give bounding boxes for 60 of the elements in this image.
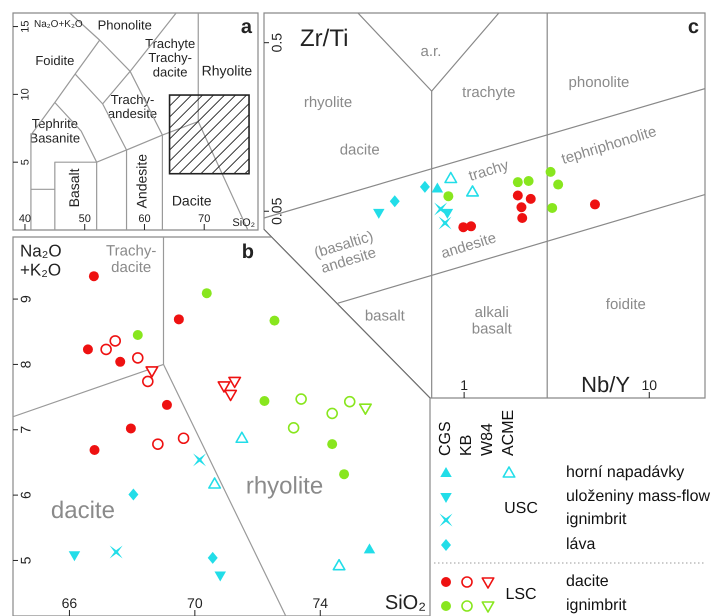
chart-title: a [240, 16, 253, 38]
annotation: Foidite [35, 53, 74, 68]
annotation: rhyolite [246, 472, 324, 500]
x-tick-label: 74 [312, 595, 328, 611]
x-tick-label: 50 [78, 213, 91, 225]
text: dacite [566, 573, 609, 590]
text: ignimbrit [566, 597, 628, 614]
x-axis-title: SiO₂ [232, 217, 255, 229]
annotation: andesite [439, 229, 498, 262]
annotation: foidite [606, 296, 646, 313]
y-axis-title: Na₂O +K₂O [20, 242, 62, 280]
text: láva [566, 536, 596, 554]
y-tick-label: 10 [19, 88, 32, 100]
annotation: basalt [364, 307, 406, 324]
annotation: trachyte [462, 84, 516, 101]
text: KB [458, 434, 476, 456]
y-tick-label: 0.05 [268, 197, 284, 225]
text: horní napadávky [566, 464, 684, 482]
y-axis-title: Na₂O+K₂O [34, 18, 83, 30]
x-tick-label: 60 [138, 213, 151, 225]
text: ignimbrit [566, 511, 628, 528]
annotation: rhyolite [304, 94, 352, 111]
text: LSC [505, 586, 537, 604]
annotation: Rhyolite [202, 62, 252, 78]
y-tick-label: 5 [17, 556, 34, 564]
text: ACME [500, 410, 518, 456]
annotation: dacite [340, 141, 380, 158]
y-axis-title: Zr/Ti [300, 25, 348, 52]
x-axis-title: Nb/Y [581, 372, 630, 397]
y-tick-label: 8 [17, 360, 34, 368]
annotation: Basalt [66, 168, 82, 208]
text: uloženiny mass-flow [566, 488, 710, 506]
text: CGS [437, 421, 454, 456]
annotation: alkali basalt [472, 304, 513, 338]
annotation: Trachyte Trachy- dacite [145, 36, 196, 80]
text: W84 [479, 423, 496, 456]
annotation: Trachy- dacite [106, 242, 156, 276]
x-tick-label: 40 [18, 213, 32, 225]
y-tick-label: 6 [17, 491, 34, 500]
y-tick-label: 15 [19, 20, 32, 33]
y-tick-label: 5 [19, 159, 32, 166]
y-tick-label: 0.5 [268, 32, 284, 52]
text: USC [504, 500, 538, 518]
annotation: Trachy- andesite [108, 92, 158, 122]
annotation: trachy [466, 156, 512, 185]
chart-title: b [242, 241, 254, 263]
annotation: phonolite [568, 74, 630, 91]
annotation: Dacite [172, 192, 212, 208]
x-tick-label: 1 [460, 377, 468, 393]
y-tick-label: 7 [17, 426, 34, 434]
y-tick-label: 9 [17, 294, 34, 303]
x-axis-title: SiO₂ [384, 592, 426, 614]
annotation: Andesite [133, 154, 150, 208]
x-tick-label: 70 [187, 595, 203, 611]
annotation: dacite [50, 497, 115, 524]
annotation: Phonolite [98, 18, 152, 33]
x-tick-label: 66 [62, 595, 78, 611]
chart-title: c [688, 16, 699, 38]
x-tick-label: 70 [198, 213, 210, 225]
annotation: a.r. [420, 43, 442, 60]
